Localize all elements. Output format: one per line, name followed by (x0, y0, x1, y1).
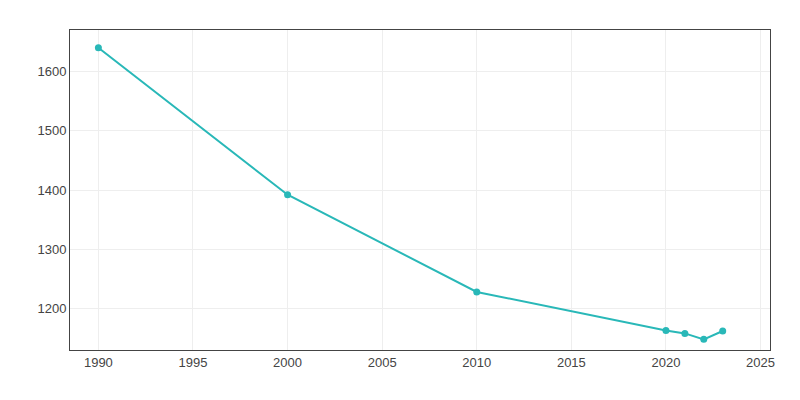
svg-text:1500: 1500 (37, 123, 66, 138)
svg-text:1990: 1990 (84, 355, 113, 370)
svg-text:1300: 1300 (37, 242, 66, 257)
svg-text:1200: 1200 (37, 301, 66, 316)
svg-text:2000: 2000 (273, 355, 302, 370)
svg-text:2025: 2025 (746, 355, 775, 370)
svg-text:2015: 2015 (557, 355, 586, 370)
svg-text:1400: 1400 (37, 183, 66, 198)
svg-text:2005: 2005 (368, 355, 397, 370)
svg-text:2010: 2010 (462, 355, 491, 370)
svg-text:1600: 1600 (37, 64, 66, 79)
svg-text:1995: 1995 (179, 355, 208, 370)
svg-text:2020: 2020 (651, 355, 680, 370)
